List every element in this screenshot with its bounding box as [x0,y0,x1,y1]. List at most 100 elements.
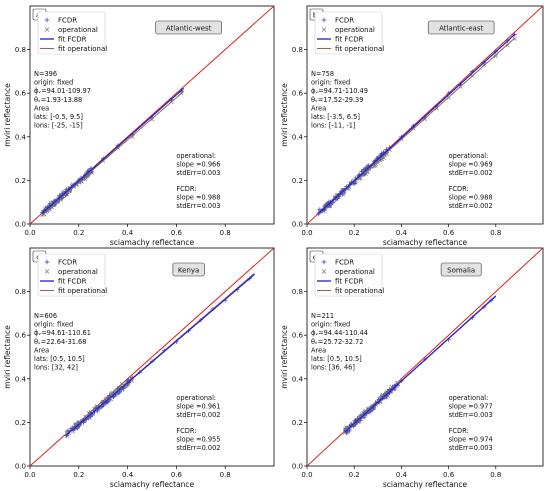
info-line: ϕᵥ=94.44-110.44 [311,329,368,337]
operational-point [352,422,357,427]
legend-entry: fit FCDR [58,278,87,286]
y-tick-label: 0.0 [292,221,303,229]
stats-fcdr-line: stdErr=0.003 [449,444,493,452]
stats-fcdr-line: stdErr=0.003 [176,202,220,210]
y-axis-label: mviri reflectance [3,325,12,389]
stats-fcdr-line: FCDR: [449,427,469,435]
fcdr-point [512,32,517,37]
y-tick-label: 0.6 [292,90,304,98]
legend-fcdr-marker [44,259,50,265]
stats-fcdr-line: FCDR: [449,185,469,193]
plot-area [307,248,543,466]
x-tick-label: 0.2 [349,471,360,479]
y-tick-label: 0.6 [15,90,27,98]
legend-entry: FCDR [335,259,354,267]
x-tick-label: 0.4 [122,229,134,237]
stats-operational-line: stdErr=0.002 [176,411,220,419]
region-label: Atlantic-west [166,25,212,33]
legend-entry: fit operational [58,287,107,295]
operational-point [83,177,88,182]
operational-point [411,126,416,131]
legend-entry: fit operational [335,45,384,53]
stats-operational-line: slope =0.977 [449,403,493,411]
region-label: Kenya [178,267,199,275]
stats-operational-line: slope =0.969 [449,161,493,169]
legend-fcdr-marker [321,259,327,265]
y-tick-label: 0.0 [15,221,26,229]
info-line: lats: [0.5, 10.5] [34,355,85,363]
x-tick-label: 0.0 [301,471,312,479]
info-line: Area [34,104,49,112]
y-tick-label: 0.6 [15,332,27,340]
legend-entry: fit operational [58,45,107,53]
y-axis-label: mviri reflectance [3,83,12,147]
info-line: origin: fixed [311,79,350,87]
legend-operational-marker [321,269,327,274]
region-label-box: Atlantic-west [155,20,222,35]
plot-area [307,6,543,224]
y-tick-label: 0.4 [15,375,27,383]
x-tick-label: 0.0 [24,229,35,237]
y-tick-label: 0.2 [15,177,26,185]
fcdr-point [121,386,127,391]
stats-operational-line: stdErr=0.003 [176,169,220,177]
stats-fcdr-line: slope =0.955 [176,436,220,444]
legend-entry: FCDR [58,17,77,25]
legend-frame [314,11,383,55]
y-tick-label: 0.4 [292,133,304,141]
y-tick-label: 0.8 [15,46,26,54]
operational-point [345,426,350,431]
chart-panel-3: 0.0 0.2 0.4 0.6 0.8 0.0 0.2 0.4 0.6 0.8 sciamachy … [3,247,275,489]
x-tick-label: 0.8 [490,471,501,479]
y-tick-label: 0.8 [292,46,303,54]
info-line: N=396 [34,70,57,78]
x-tick-label: 0.2 [73,471,84,479]
legend-entry: operational [58,268,98,276]
info-line: ϕᵥ=94.01-109.97 [34,87,91,95]
info-line: N=758 [311,70,334,78]
x-tick-label: 0.6 [171,471,183,479]
stats-block: operational:slope =0.961stdErr=0.002FCDR… [176,394,220,452]
region-label: Atlantic-east [439,25,483,33]
x-axis-label: sciamachy reflectance [110,238,195,247]
stats-fcdr-line: slope =0.974 [449,436,493,444]
stats-operational-line: stdErr=0.002 [449,169,493,177]
info-line: origin: fixed [34,321,73,329]
stats-fcdr-line: FCDR: [176,427,196,435]
x-tick-label: 0.4 [396,471,408,479]
fit-fcdr-line [344,295,497,433]
legend-operational-marker [44,269,50,274]
info-line: θᵥ=22.64-31.68 [34,338,86,346]
x-tick-label: 0.2 [349,229,360,237]
stats-operational-line: slope =0.966 [176,161,220,169]
region-label: Somalia [447,267,475,275]
stats-block: operational:slope =0.977stdErr=0.003FCDR… [449,394,493,452]
info-line: θᵥ=17.52-29.39 [311,96,363,104]
x-tick-label: 0.4 [396,229,408,237]
stats-fcdr-line: stdErr=0.002 [449,202,493,210]
legend-entry: operational [335,26,375,34]
operational-point [356,418,361,423]
stats-fcdr-line: stdErr=0.002 [176,444,220,452]
y-tick-label: 0.0 [15,463,26,471]
fit-fcdr-line [66,274,255,436]
x-tick-label: 0.8 [490,229,501,237]
y-tick-label: 0.6 [292,332,304,340]
legend-entry: FCDR [58,259,77,267]
legend-entry: fit FCDR [335,278,364,286]
legend-frame [37,11,106,55]
x-tick-label: 0.0 [301,229,312,237]
x-tick-label: 0.8 [220,229,231,237]
info-line: Area [311,104,326,112]
x-tick-label: 0.4 [122,471,134,479]
chart-panel-4: 0.0 0.2 0.4 0.6 0.8 0.0 0.2 0.4 0.6 0.8 sciamachy … [280,247,544,489]
legend-entry: fit operational [335,287,384,295]
info-line: lons: [36, 46] [311,364,355,372]
